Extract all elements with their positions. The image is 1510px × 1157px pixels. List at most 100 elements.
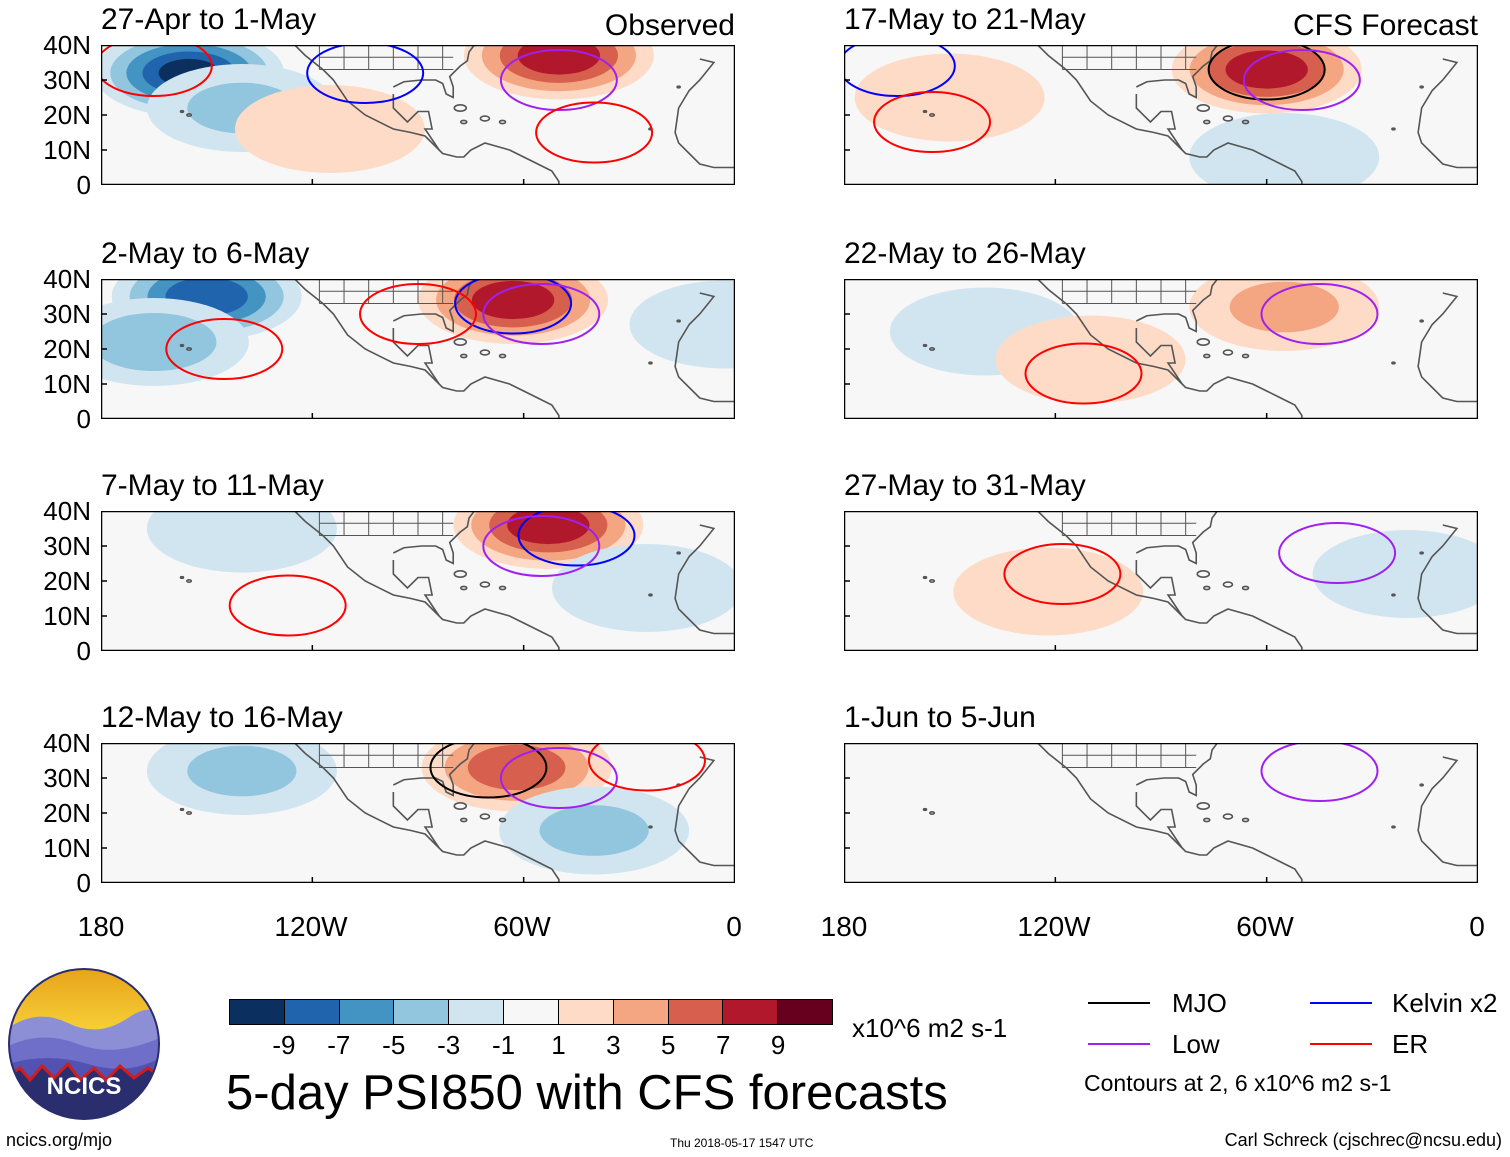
wave-contour <box>454 279 573 335</box>
colorbar-label: -3 <box>437 1030 461 1060</box>
colorbar-swatch <box>339 1000 395 1024</box>
island <box>922 343 928 348</box>
map-svg <box>844 279 1478 419</box>
wave-contour <box>165 318 284 380</box>
island <box>1222 813 1234 820</box>
map-panel: 27-Apr to 1-May 40N 30N 20N 10N 0 Observed <box>43 5 735 198</box>
island <box>1419 551 1424 555</box>
map-svg <box>101 279 735 419</box>
island <box>479 349 491 356</box>
colorbar-label: -9 <box>272 1030 296 1060</box>
wave-contour <box>1278 522 1397 584</box>
coastline <box>179 279 735 419</box>
footer-url[interactable]: ncics.org/mjo <box>6 1130 113 1150</box>
coastline <box>922 511 1478 651</box>
island <box>1419 783 1424 787</box>
y-tick-label: 30N <box>43 531 91 561</box>
island <box>459 353 468 359</box>
map-svg <box>844 45 1478 185</box>
wave-contour <box>101 45 213 97</box>
island <box>648 825 653 829</box>
legend-label-mjo: MJO <box>1172 988 1227 1018</box>
ncics-logo: NCICS <box>8 968 160 1120</box>
footer-timestamp: Thu 2018-05-17 1547 UTC <box>670 1136 814 1150</box>
colorbar-label: 3 <box>606 1030 621 1060</box>
wave-contour <box>1207 45 1326 101</box>
island <box>1391 127 1396 131</box>
y-tick-label: 40N <box>43 496 91 526</box>
anomaly-fill <box>551 544 735 632</box>
island <box>186 113 193 118</box>
y-tick-label: 0 <box>76 170 91 200</box>
island <box>1196 337 1211 346</box>
panel-title: 1-Jun to 5-Jun <box>844 701 1036 734</box>
x-tick-label: 0 <box>726 911 742 942</box>
island <box>922 575 928 580</box>
map-panel: 1-Jun to 5-Jun <box>844 703 1478 883</box>
island <box>479 813 491 820</box>
colorbar-units: x10^6 m2 s-1 <box>852 1013 1008 1043</box>
anomaly-fill <box>146 511 337 573</box>
colorbar-swatch <box>613 1000 669 1024</box>
island <box>929 347 936 352</box>
legend-label-er: ER <box>1392 1029 1429 1059</box>
island <box>1196 569 1211 578</box>
legend-line-mjo <box>1088 1002 1150 1004</box>
y-tick-label: 0 <box>76 868 91 898</box>
wave-contour <box>587 743 706 792</box>
colorbar-swatch <box>449 1000 505 1024</box>
colorbar-swatch <box>668 1000 724 1024</box>
panel-title: 12-May to 16-May <box>101 701 343 734</box>
x-tick-label: 0 <box>1469 911 1485 942</box>
x-tick-label: 60W <box>493 911 551 942</box>
island <box>1391 593 1396 597</box>
coastline <box>179 511 735 651</box>
island <box>186 579 193 584</box>
y-tick-label: 20N <box>43 100 91 130</box>
x-tick-label: 180 <box>77 911 125 942</box>
colorbar-swatch <box>230 1000 285 1024</box>
wave-contour <box>499 49 618 111</box>
island <box>1241 353 1250 359</box>
legend-label-kelvin: Kelvin x2 <box>1392 988 1498 1018</box>
x-tick-label: 60W <box>1236 911 1294 942</box>
y-tick-label: 40N <box>43 30 91 60</box>
wave-contour <box>359 283 477 345</box>
island <box>179 575 185 580</box>
island <box>453 801 468 810</box>
island <box>179 807 185 812</box>
y-tick-label: 0 <box>76 636 91 666</box>
legend-line-kelvin <box>1310 1002 1372 1004</box>
y-tick-label: 30N <box>43 763 91 793</box>
wave-contour <box>499 747 618 809</box>
map-svg <box>101 511 735 651</box>
y-tick-label: 20N <box>43 334 91 364</box>
island <box>179 343 185 348</box>
wave-contour <box>1003 543 1122 605</box>
island <box>1241 817 1250 823</box>
anomaly-fill <box>471 280 555 320</box>
island <box>498 817 507 823</box>
island <box>1391 825 1396 829</box>
wave-contour <box>228 574 347 637</box>
island <box>1419 85 1424 89</box>
panel-title: 2-May to 6-May <box>101 237 310 270</box>
island <box>479 581 491 588</box>
island <box>459 119 468 125</box>
island <box>459 817 468 823</box>
island <box>186 347 193 352</box>
y-tick-label: 10N <box>43 135 91 165</box>
anomaly-fill <box>234 85 425 173</box>
wave-contour <box>844 45 956 97</box>
wave-contour <box>429 743 548 799</box>
wave-contour <box>517 511 636 567</box>
island <box>929 579 936 584</box>
x-tick-label: 120W <box>1017 911 1091 942</box>
colorbar-swatch <box>723 1000 779 1024</box>
map-svg <box>844 743 1478 883</box>
island <box>1196 103 1211 112</box>
island <box>1196 801 1211 810</box>
anomaly-fill <box>101 312 217 372</box>
map-svg <box>101 743 735 883</box>
y-tick-label: 10N <box>43 601 91 631</box>
